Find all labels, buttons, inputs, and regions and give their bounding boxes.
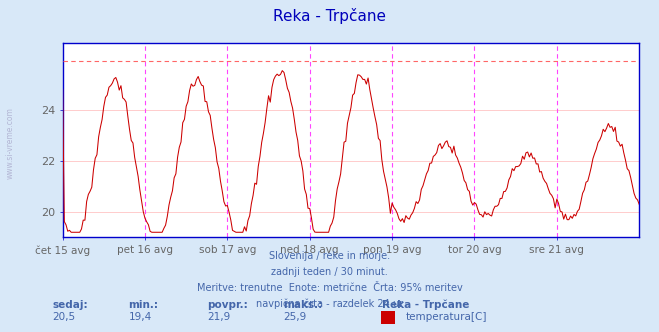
Text: zadnji teden / 30 minut.: zadnji teden / 30 minut. [271,267,388,277]
Text: Meritve: trenutne  Enote: metrične  Črta: 95% meritev: Meritve: trenutne Enote: metrične Črta: … [196,283,463,292]
Text: 20,5: 20,5 [53,312,76,322]
Text: 25,9: 25,9 [283,312,306,322]
Text: 19,4: 19,4 [129,312,152,322]
Text: navpična črta - razdelek 24 ur: navpična črta - razdelek 24 ur [256,298,403,309]
Text: Reka - Trpčane: Reka - Trpčane [382,300,470,310]
Text: Reka - Trpčane: Reka - Trpčane [273,8,386,24]
Text: temperatura[C]: temperatura[C] [405,312,487,322]
Text: maks.:: maks.: [283,300,323,310]
Text: povpr.:: povpr.: [208,300,248,310]
Text: min.:: min.: [129,300,159,310]
Text: sedaj:: sedaj: [53,300,88,310]
Text: 21,9: 21,9 [208,312,231,322]
Text: www.si-vreme.com: www.si-vreme.com [5,107,14,179]
Text: Slovenija / reke in morje.: Slovenija / reke in morje. [269,251,390,261]
